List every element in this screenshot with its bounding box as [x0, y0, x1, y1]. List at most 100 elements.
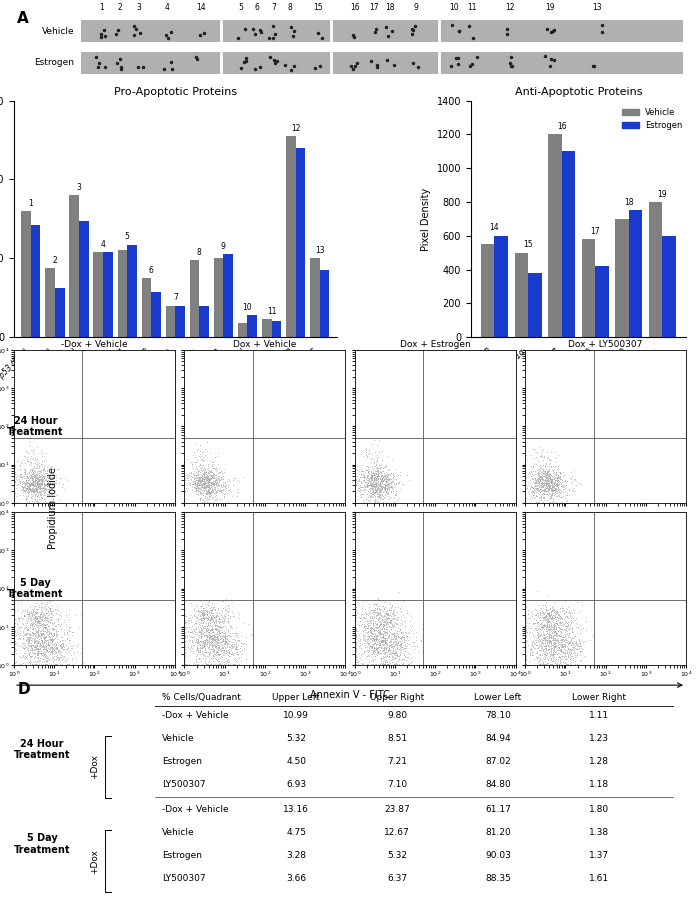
Point — [194, 651, 205, 665]
Point — [41, 645, 52, 660]
Point — [195, 491, 206, 506]
Point — [188, 634, 199, 649]
Point — [553, 606, 564, 621]
Point — [389, 611, 400, 625]
Text: 12.67: 12.67 — [384, 828, 410, 837]
Point — [389, 651, 400, 666]
Point — [531, 650, 542, 664]
Point — [548, 621, 559, 635]
Point — [40, 641, 51, 656]
Point — [41, 481, 52, 496]
Point — [539, 631, 550, 645]
Point — [31, 489, 42, 504]
Point — [40, 621, 51, 635]
Point — [201, 632, 212, 647]
Point — [10, 654, 22, 669]
Point — [232, 633, 243, 648]
Point — [34, 633, 45, 648]
Point — [377, 495, 388, 509]
Point — [369, 623, 380, 638]
Point — [358, 495, 369, 509]
Point — [220, 625, 231, 640]
Point — [377, 635, 388, 650]
Point — [377, 656, 388, 670]
Point — [217, 641, 228, 655]
Point — [200, 483, 211, 497]
Point — [371, 477, 382, 492]
Point — [556, 599, 568, 613]
Point — [191, 471, 202, 486]
Point — [22, 607, 34, 622]
Point — [188, 477, 199, 491]
Point — [545, 602, 556, 616]
Point — [48, 477, 59, 491]
Point — [196, 475, 207, 489]
Point — [222, 480, 233, 495]
Point — [219, 657, 230, 671]
Point — [204, 644, 216, 659]
Point — [393, 623, 405, 638]
Point — [550, 467, 561, 482]
Text: 18: 18 — [386, 4, 395, 12]
Point — [203, 488, 214, 503]
Point — [47, 477, 58, 491]
Point — [29, 646, 40, 660]
Point — [228, 637, 239, 651]
Point — [388, 619, 399, 633]
Point — [364, 471, 375, 486]
Point — [43, 643, 55, 658]
Point — [203, 466, 214, 480]
Point — [365, 459, 376, 474]
Point — [24, 653, 35, 668]
Point — [371, 634, 382, 649]
Point — [410, 630, 421, 644]
Point — [556, 635, 567, 650]
Point — [36, 626, 47, 641]
Point — [201, 471, 212, 486]
Point — [363, 478, 374, 493]
Point — [382, 619, 393, 633]
Point — [34, 614, 45, 629]
Point — [47, 477, 58, 491]
Point — [377, 633, 388, 648]
Point — [203, 485, 214, 499]
Point — [545, 458, 557, 473]
Point — [365, 629, 376, 643]
Point — [371, 451, 382, 466]
Point — [378, 468, 389, 483]
Point — [552, 631, 563, 646]
Point — [549, 464, 560, 478]
Text: 13: 13 — [592, 4, 602, 12]
Point — [554, 482, 565, 496]
Point — [221, 653, 232, 668]
Point — [193, 604, 204, 619]
Point — [212, 641, 223, 655]
Point — [358, 473, 369, 487]
Text: 1.37: 1.37 — [589, 851, 609, 860]
Point — [55, 622, 66, 637]
Point — [560, 473, 571, 487]
Point — [358, 628, 370, 642]
Point — [45, 472, 56, 487]
Point — [557, 465, 568, 479]
Point — [377, 637, 388, 651]
Point — [209, 477, 220, 491]
Point — [197, 602, 209, 617]
Point — [196, 471, 207, 486]
Point — [535, 481, 546, 496]
Point — [369, 602, 380, 617]
Point — [180, 643, 191, 658]
Point — [564, 646, 575, 660]
Point — [64, 623, 76, 638]
Point — [36, 479, 47, 494]
Point — [22, 632, 33, 647]
Point — [536, 620, 547, 634]
Point — [196, 597, 207, 612]
Point — [546, 490, 557, 505]
Point — [217, 614, 228, 629]
Point — [372, 637, 384, 651]
Point — [371, 470, 382, 485]
Point — [214, 651, 225, 665]
Point — [540, 608, 552, 622]
Point — [204, 488, 216, 503]
